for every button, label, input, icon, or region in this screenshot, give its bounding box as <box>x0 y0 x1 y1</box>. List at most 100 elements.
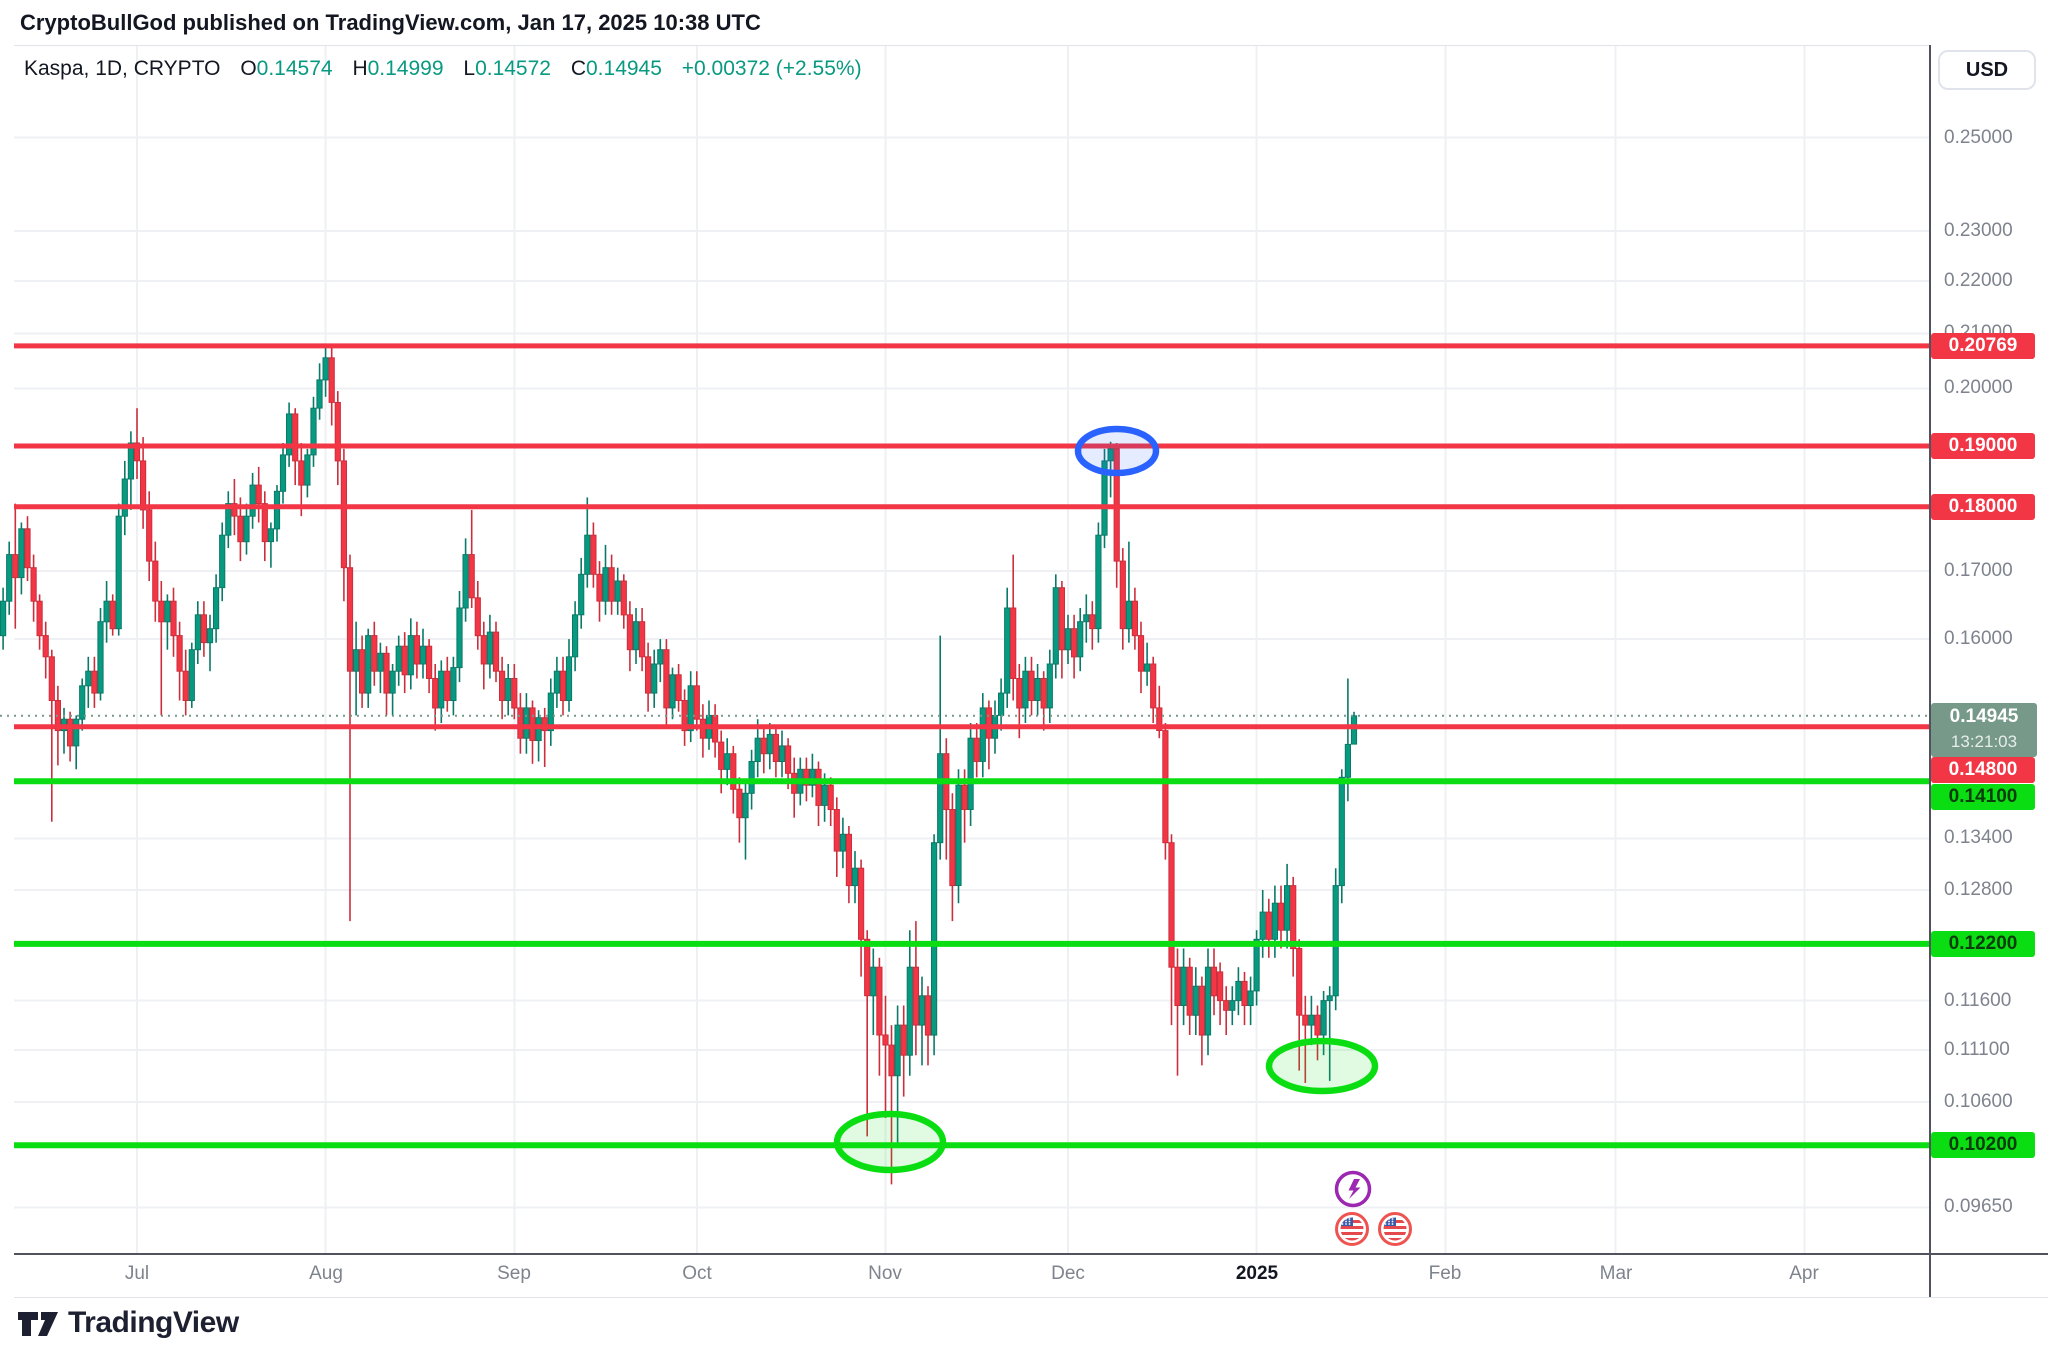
candle <box>109 594 116 636</box>
candle <box>213 574 220 643</box>
candle <box>1198 976 1206 1066</box>
candle <box>1034 664 1041 716</box>
candle <box>346 554 354 922</box>
candle <box>480 621 487 690</box>
candle <box>1174 948 1181 1076</box>
candle <box>188 642 195 708</box>
candle <box>389 664 396 716</box>
candle <box>1004 587 1011 708</box>
candle <box>127 431 135 510</box>
candle <box>1125 541 1133 643</box>
candle <box>827 777 834 826</box>
candle <box>206 614 214 672</box>
candle <box>371 621 378 686</box>
resistance-price-label: 0.19000 <box>1931 433 2035 459</box>
green-circle-nov-bottom[interactable] <box>833 1110 947 1174</box>
candle <box>693 671 700 731</box>
candle <box>255 466 262 523</box>
price-tick-label: 0.20000 <box>1944 377 2013 398</box>
candle <box>517 693 524 754</box>
candle <box>401 632 408 694</box>
candle <box>651 649 658 708</box>
time-axis-label: Oct <box>682 1263 712 1284</box>
resistance-price-label: 0.20769 <box>1931 333 2035 359</box>
candle <box>18 522 25 595</box>
candle <box>48 649 55 822</box>
ohlc-high-key: H <box>352 57 368 80</box>
candle <box>864 930 871 1137</box>
blue-circle-dec-top[interactable] <box>1074 425 1160 477</box>
candle <box>182 649 189 716</box>
candle <box>298 443 305 517</box>
candle <box>839 817 846 869</box>
candle <box>316 363 323 420</box>
candle <box>943 738 950 860</box>
candle <box>1064 614 1072 664</box>
last-price-value: 0.14945 <box>1949 706 2019 727</box>
candle <box>924 986 932 1066</box>
candle <box>194 601 202 664</box>
tradingview-logo[interactable]: TradingView <box>16 1306 239 1340</box>
green-circle-jan-bottom[interactable] <box>1265 1037 1379 1095</box>
candle <box>1052 574 1059 679</box>
candle <box>505 664 512 716</box>
candle <box>6 541 13 615</box>
candle <box>158 581 165 716</box>
candle <box>894 1005 901 1148</box>
candle <box>413 621 420 679</box>
time-axis[interactable]: Jul Aug Sep Oct Nov Dec 2025 Feb Mar Apr <box>0 1253 2048 1298</box>
candle <box>377 642 384 694</box>
candle <box>432 664 439 731</box>
time-axis-label: Feb <box>1428 1263 1462 1284</box>
candle <box>906 930 913 1076</box>
candlestick-series <box>0 345 1358 1185</box>
price-axis[interactable]: 0.250000.230000.220000.210000.200000.170… <box>1929 0 2048 1358</box>
candle <box>1296 939 1303 1071</box>
candle <box>815 761 822 826</box>
candle <box>645 642 652 712</box>
candle <box>1119 548 1126 650</box>
candle <box>888 1025 895 1185</box>
candle <box>1137 621 1145 694</box>
candle <box>1290 876 1297 977</box>
time-axis-label: Sep <box>497 1263 531 1284</box>
price-tick-label: 0.13400 <box>1944 827 2013 848</box>
candle <box>273 485 281 542</box>
candle <box>103 581 110 643</box>
resistance-price-label: 0.18000 <box>1931 494 2035 520</box>
candle <box>1271 885 1279 958</box>
candle <box>772 726 779 778</box>
candle <box>419 628 427 679</box>
candle <box>176 621 183 701</box>
candle <box>444 656 451 712</box>
candle <box>67 711 74 762</box>
us-economic-event-icon[interactable] <box>1378 1212 1412 1246</box>
candle <box>1168 834 1175 1026</box>
candle <box>286 402 293 467</box>
candle <box>1277 885 1285 949</box>
price-axis-border <box>1929 45 1931 1298</box>
candle <box>85 656 92 708</box>
published-chart-title: CryptoBullGod published on TradingView.c… <box>20 10 761 35</box>
us-economic-event-icon[interactable] <box>1335 1212 1369 1246</box>
candle <box>1028 656 1035 716</box>
candle <box>30 554 37 622</box>
tradingview-logo-icon <box>18 1312 58 1336</box>
candle <box>1247 976 1254 1026</box>
candle <box>985 700 992 770</box>
currency-toggle-button[interactable]: USD <box>1938 50 2036 90</box>
symbol-legend[interactable]: Kaspa, 1D, CRYPTO O0.14574 H0.14999 L0.1… <box>24 57 862 81</box>
candle <box>334 391 341 486</box>
candle <box>1095 522 1102 643</box>
ohlc-open-key: O <box>240 57 257 80</box>
candle <box>249 472 256 529</box>
candle <box>858 859 865 977</box>
candle <box>955 769 962 904</box>
candle <box>450 656 457 716</box>
candle <box>778 730 786 778</box>
event-lightning-icon[interactable] <box>1334 1170 1372 1208</box>
candle <box>511 664 518 720</box>
candle <box>541 707 548 767</box>
candle <box>365 628 372 708</box>
candle <box>1058 581 1066 679</box>
